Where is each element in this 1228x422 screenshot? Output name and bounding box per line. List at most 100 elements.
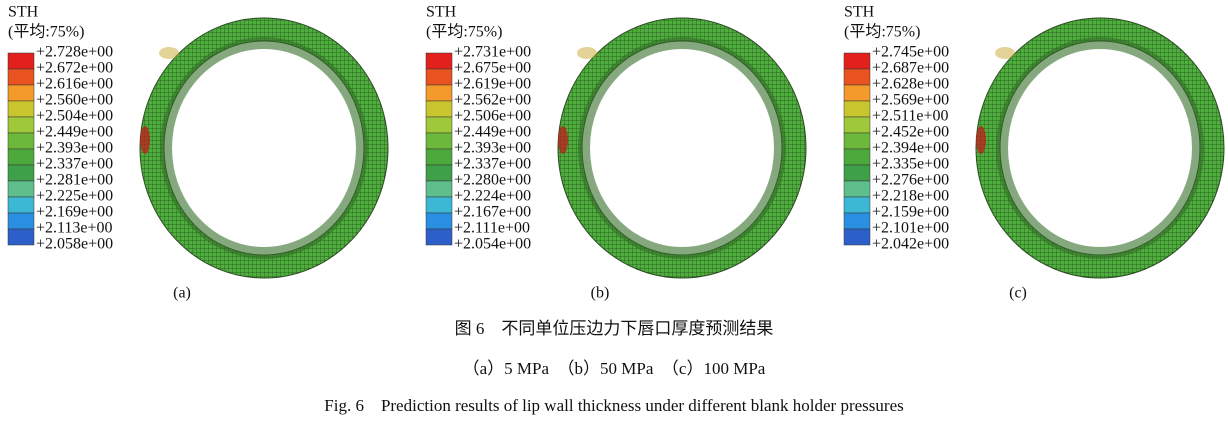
legend-swatch bbox=[425, 164, 453, 182]
legend-swatch bbox=[7, 180, 35, 198]
legend-swatch bbox=[7, 148, 35, 166]
legend-label: +2.337e+00 bbox=[36, 156, 113, 173]
legend-label: +2.394e+00 bbox=[872, 140, 949, 157]
legend-swatch bbox=[7, 100, 35, 118]
legend-label: +2.619e+00 bbox=[454, 76, 531, 93]
legend-swatch bbox=[425, 228, 453, 246]
legend-label: +2.393e+00 bbox=[36, 140, 113, 157]
legend-label: +2.280e+00 bbox=[454, 172, 531, 189]
caption-en-title: Fig. 6 Prediction results of lip wall th… bbox=[324, 396, 903, 415]
legend-label: +2.745e+00 bbox=[872, 44, 949, 61]
legend-title: STH bbox=[8, 4, 39, 21]
legend-label: +2.159e+00 bbox=[872, 204, 949, 221]
legend-swatch bbox=[843, 132, 871, 150]
legend-swatch bbox=[843, 196, 871, 214]
legend-label: +2.393e+00 bbox=[454, 140, 531, 157]
legend-label: +2.731e+00 bbox=[454, 44, 531, 61]
legend-label: +2.111e+00 bbox=[454, 220, 530, 237]
legend-label: +2.511e+00 bbox=[872, 108, 949, 125]
legend-swatch bbox=[843, 84, 871, 102]
legend-label: +2.675e+00 bbox=[454, 60, 531, 77]
panel: STH (平均:75%) +2.728e+00+2.672e+00+2.616e+0… bbox=[7, 4, 389, 302]
ring-inner bbox=[996, 37, 1204, 259]
legend-label: +2.169e+00 bbox=[36, 204, 113, 221]
legend-label: +2.224e+00 bbox=[454, 188, 531, 205]
legend-label: +2.113e+00 bbox=[36, 220, 113, 237]
ring-outer bbox=[975, 17, 1225, 279]
legend-swatch bbox=[843, 116, 871, 134]
legend-swatch bbox=[843, 228, 871, 246]
legend-label: +2.058e+00 bbox=[36, 236, 113, 253]
legend-label: +2.335e+00 bbox=[872, 156, 949, 173]
legend-title: STH bbox=[844, 4, 875, 21]
legend-swatch bbox=[7, 132, 35, 150]
legend-label: +2.560e+00 bbox=[36, 92, 113, 109]
legend-label: +2.562e+00 bbox=[454, 92, 531, 109]
legend-label: +2.167e+00 bbox=[454, 204, 531, 221]
panel-label: (a) bbox=[173, 285, 191, 302]
legend-swatch bbox=[425, 68, 453, 86]
legend-swatch bbox=[7, 68, 35, 86]
legend-label: +2.218e+00 bbox=[872, 188, 949, 205]
ring-outer bbox=[557, 17, 807, 279]
legend-subtitle: (平均:75%) bbox=[844, 23, 920, 41]
legend-swatch bbox=[425, 148, 453, 166]
warm-spot bbox=[159, 47, 179, 59]
legend-swatch bbox=[7, 116, 35, 134]
panel: STH (平均:75%) +2.731e+00+2.675e+00+2.619e+0… bbox=[425, 4, 807, 302]
legend-label: +2.628e+00 bbox=[872, 76, 949, 93]
hot-spot bbox=[558, 126, 568, 154]
legend-subtitle: (平均:75%) bbox=[426, 23, 502, 41]
legend-label: +2.452e+00 bbox=[872, 124, 949, 141]
legend-swatch bbox=[843, 212, 871, 230]
legend-swatch bbox=[843, 180, 871, 198]
legend-label: +2.728e+00 bbox=[36, 44, 113, 61]
legend-swatch bbox=[425, 116, 453, 134]
legend-label: +2.616e+00 bbox=[36, 76, 113, 93]
legend-swatch bbox=[843, 52, 871, 70]
legend-swatch bbox=[425, 180, 453, 198]
legend-swatch bbox=[843, 68, 871, 86]
legend-label: +2.054e+00 bbox=[454, 236, 531, 253]
panel: STH (平均:75%) +2.745e+00+2.687e+00+2.628e+0… bbox=[843, 4, 1225, 302]
legend-swatch bbox=[425, 100, 453, 118]
legend-swatch bbox=[843, 100, 871, 118]
legend-label: +2.042e+00 bbox=[872, 236, 949, 253]
legend-swatch bbox=[7, 52, 35, 70]
legend-label: +2.449e+00 bbox=[454, 124, 531, 141]
legend-swatch bbox=[425, 132, 453, 150]
panel-label: (b) bbox=[591, 285, 610, 302]
legend-swatch bbox=[425, 84, 453, 102]
legend-swatch bbox=[7, 228, 35, 246]
legend-swatch bbox=[425, 212, 453, 230]
legend-label: +2.504e+00 bbox=[36, 108, 113, 125]
warm-spot bbox=[995, 47, 1015, 59]
legend-swatch bbox=[843, 164, 871, 182]
ring-outer bbox=[139, 17, 389, 279]
hot-spot bbox=[140, 126, 150, 154]
legend-swatch bbox=[7, 164, 35, 182]
legend-label: +2.281e+00 bbox=[36, 172, 113, 189]
caption-zh-subtitle: （a）5 MPa （b）50 MPa （c）100 MPa bbox=[463, 359, 766, 378]
legend-label: +2.449e+00 bbox=[36, 124, 113, 141]
panel-label: (c) bbox=[1009, 285, 1027, 302]
legend-swatch bbox=[843, 148, 871, 166]
legend-label: +2.337e+00 bbox=[454, 156, 531, 173]
warm-spot bbox=[577, 47, 597, 59]
legend-label: +2.101e+00 bbox=[872, 220, 949, 237]
legend-label: +2.276e+00 bbox=[872, 172, 949, 189]
legend-swatch bbox=[7, 196, 35, 214]
ring-inner bbox=[160, 37, 368, 259]
legend-subtitle: (平均:75%) bbox=[8, 23, 84, 41]
legend-label: +2.569e+00 bbox=[872, 92, 949, 109]
legend-swatch bbox=[425, 196, 453, 214]
legend-swatch bbox=[7, 84, 35, 102]
legend-title: STH bbox=[426, 4, 457, 21]
legend-label: +2.506e+00 bbox=[454, 108, 531, 125]
legend-label: +2.225e+00 bbox=[36, 188, 113, 205]
legend-swatch bbox=[425, 52, 453, 70]
legend-label: +2.687e+00 bbox=[872, 60, 949, 77]
ring-inner bbox=[578, 37, 786, 259]
